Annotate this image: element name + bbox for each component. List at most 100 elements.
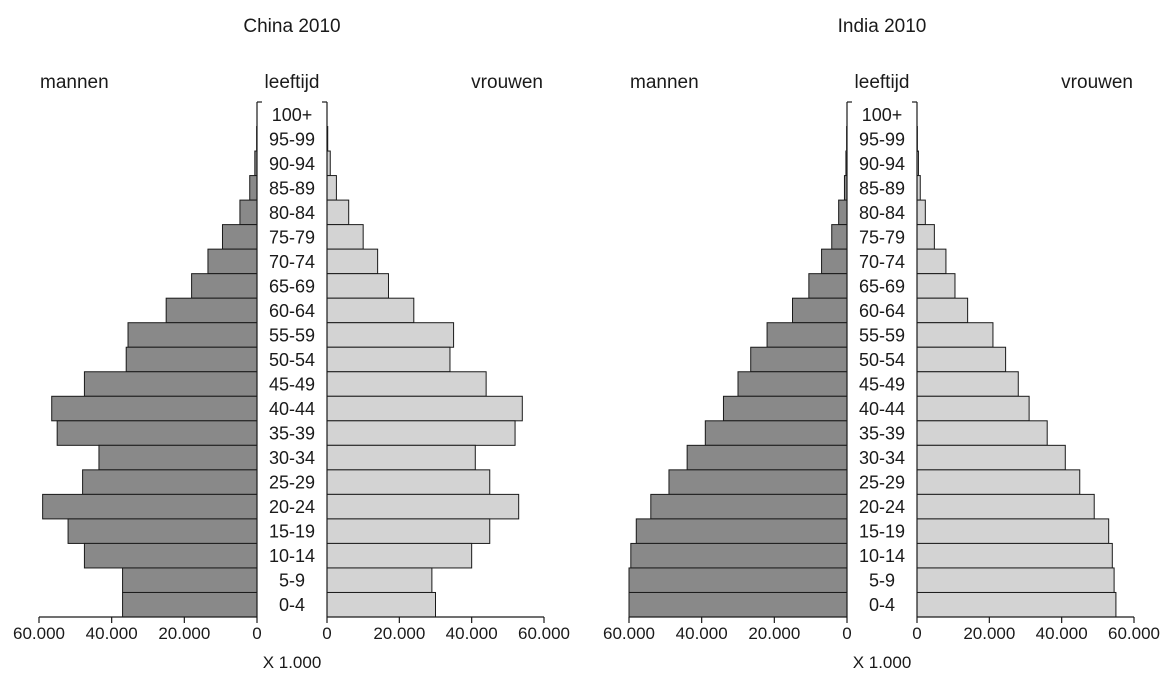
male-bar xyxy=(42,493,258,520)
x-tick-label: 60.000 xyxy=(1108,624,1160,643)
male-bar xyxy=(207,248,258,275)
age-group-label: 65-69 xyxy=(859,276,905,296)
age-group-label: 60-64 xyxy=(859,301,905,321)
age-group-label: 20-24 xyxy=(859,497,905,517)
x-tick-label: 40.000 xyxy=(86,624,138,643)
age-group-label: 95-99 xyxy=(269,129,315,149)
x-tick-label: 60.000 xyxy=(13,624,65,643)
male-bar xyxy=(82,469,258,495)
age-group-label: 50-54 xyxy=(269,350,315,370)
male-header: mannen xyxy=(630,72,699,93)
female-bar xyxy=(916,248,947,275)
female-bar xyxy=(326,420,516,446)
x-tick-label: 20.000 xyxy=(963,624,1015,643)
male-bar xyxy=(165,297,258,324)
x-tick-label: 0 xyxy=(912,624,921,643)
female-bar xyxy=(916,395,1030,422)
x-tick-label: 40.000 xyxy=(1036,624,1088,643)
male-bar xyxy=(628,591,848,618)
age-group-label: 75-79 xyxy=(859,227,905,247)
male-bar xyxy=(792,297,848,324)
age-group-label: 85-89 xyxy=(269,178,315,198)
male-bar xyxy=(122,567,258,593)
female-bar xyxy=(916,469,1081,495)
female-bar xyxy=(916,273,956,299)
female-bar xyxy=(326,175,337,201)
age-group-label: 90-94 xyxy=(269,154,315,174)
male-bar xyxy=(83,371,258,397)
chart-title: China 2010 xyxy=(243,16,340,37)
age-group-label: 95-99 xyxy=(859,129,905,149)
male-bar xyxy=(650,493,848,520)
male-bar xyxy=(67,518,258,544)
x-tick-label: 0 xyxy=(842,624,851,643)
male-bar xyxy=(668,469,848,495)
female-bar xyxy=(916,224,935,250)
age-group-label: 25-29 xyxy=(269,473,315,493)
male-bar xyxy=(628,567,848,593)
female-bar xyxy=(916,199,926,226)
india-pyramid-panel: India 2010 mannen leeftijd vrouwen X 1.0… xyxy=(603,16,1160,672)
x-tick-label: 20.000 xyxy=(748,624,800,643)
female-bar xyxy=(326,248,379,275)
male-header: mannen xyxy=(40,72,109,93)
female-bar xyxy=(326,518,491,544)
age-group-label: 25-29 xyxy=(859,473,905,493)
female-bar xyxy=(326,322,455,348)
female-bar xyxy=(326,591,436,618)
age-group-label: 0-4 xyxy=(279,595,305,615)
x-tick-label: 0 xyxy=(252,624,261,643)
female-bar xyxy=(326,567,433,593)
age-group-label: 100+ xyxy=(272,105,313,125)
male-bar xyxy=(221,224,258,250)
male-bar xyxy=(831,224,848,250)
female-bar xyxy=(916,591,1117,618)
age-group-label: 55-59 xyxy=(269,325,315,345)
age-group-label: 80-84 xyxy=(859,203,905,223)
male-bar xyxy=(704,420,848,446)
female-bar xyxy=(916,371,1019,397)
male-bar xyxy=(630,542,848,569)
age-header: leeftijd xyxy=(265,72,320,93)
male-bar xyxy=(722,395,848,422)
female-header: vrouwen xyxy=(471,72,543,93)
age-group-label: 5-9 xyxy=(869,571,895,591)
female-bar xyxy=(916,322,994,348)
chart-title: India 2010 xyxy=(838,16,927,37)
age-group-label: 30-34 xyxy=(269,448,315,468)
male-bar xyxy=(51,395,258,422)
age-group-label: 10-14 xyxy=(269,546,315,566)
age-group-label: 40-44 xyxy=(269,399,315,419)
age-group-label: 70-74 xyxy=(269,252,315,272)
age-group-label: 45-49 xyxy=(859,375,905,395)
male-bar xyxy=(127,322,258,348)
female-bar xyxy=(916,567,1115,593)
age-group-label: 70-74 xyxy=(859,252,905,272)
male-bar xyxy=(766,322,848,348)
x-unit-label: X 1.000 xyxy=(263,653,322,672)
female-bar xyxy=(916,444,1066,471)
male-bar xyxy=(98,444,258,471)
age-group-label: 90-94 xyxy=(859,154,905,174)
female-bar xyxy=(326,469,491,495)
male-bar xyxy=(821,248,848,275)
x-tick-label: 60.000 xyxy=(603,624,655,643)
female-bar xyxy=(326,346,451,373)
female-bar xyxy=(326,542,473,569)
x-unit-label: X 1.000 xyxy=(853,653,912,672)
age-group-label: 15-19 xyxy=(859,522,905,542)
age-group-label: 30-34 xyxy=(859,448,905,468)
age-group-label: 35-39 xyxy=(859,424,905,444)
male-bar xyxy=(838,199,848,226)
female-bar xyxy=(916,297,969,324)
x-tick-label: 60.000 xyxy=(518,624,570,643)
female-bar xyxy=(916,420,1048,446)
female-bar xyxy=(916,518,1110,544)
age-group-label: 5-9 xyxy=(279,571,305,591)
age-group-label: 100+ xyxy=(862,105,903,125)
female-bar xyxy=(326,224,364,250)
age-group-label: 40-44 xyxy=(859,399,905,419)
male-bar xyxy=(635,518,848,544)
female-bar xyxy=(326,493,520,520)
